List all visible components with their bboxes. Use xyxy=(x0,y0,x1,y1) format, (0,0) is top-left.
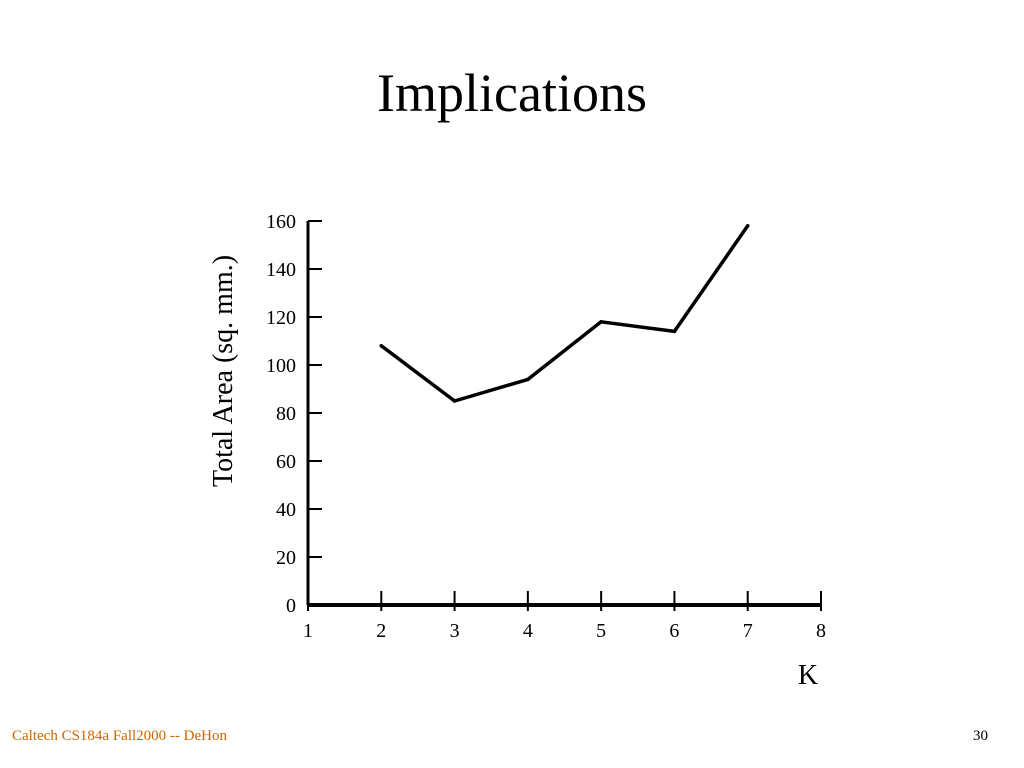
x-tick-label: 3 xyxy=(450,620,460,642)
data-point xyxy=(672,329,677,334)
y-tick-label: 100 xyxy=(266,355,296,377)
y-tick-label: 20 xyxy=(276,547,296,569)
x-tick-label: 5 xyxy=(596,620,606,642)
x-tick-label: 2 xyxy=(376,620,386,642)
series-line xyxy=(379,224,750,403)
y-axis-title: Total Area (sq. mm.) xyxy=(208,255,239,487)
y-tick-label: 80 xyxy=(276,403,296,425)
slide-title: Implications xyxy=(377,63,647,123)
data-point xyxy=(526,377,530,382)
data-point xyxy=(379,344,384,348)
x-axis-title: K xyxy=(798,660,818,691)
x-tick-label: 1 xyxy=(303,620,313,642)
y-tick-label: 140 xyxy=(266,259,296,281)
footer-course-label: Caltech CS184a Fall2000 -- DeHon xyxy=(12,728,227,744)
y-tick-label: 120 xyxy=(266,307,296,329)
area-vs-k-line-chart: Total Area (sq. mm.) K 02040608010012014… xyxy=(208,211,826,691)
data-point xyxy=(599,320,603,324)
x-tick-label: 7 xyxy=(743,620,753,642)
data-point xyxy=(745,224,750,228)
x-tick-label: 6 xyxy=(669,620,679,642)
y-tick-label: 160 xyxy=(266,211,296,233)
slide-page-number: 30 xyxy=(973,728,988,744)
y-tick-label: 0 xyxy=(286,595,296,617)
y-tick-label: 40 xyxy=(276,499,296,521)
x-tick-label: 4 xyxy=(523,620,533,642)
x-tick-label: 8 xyxy=(816,620,826,642)
y-tick-label: 60 xyxy=(276,451,296,473)
data-point xyxy=(452,399,457,403)
